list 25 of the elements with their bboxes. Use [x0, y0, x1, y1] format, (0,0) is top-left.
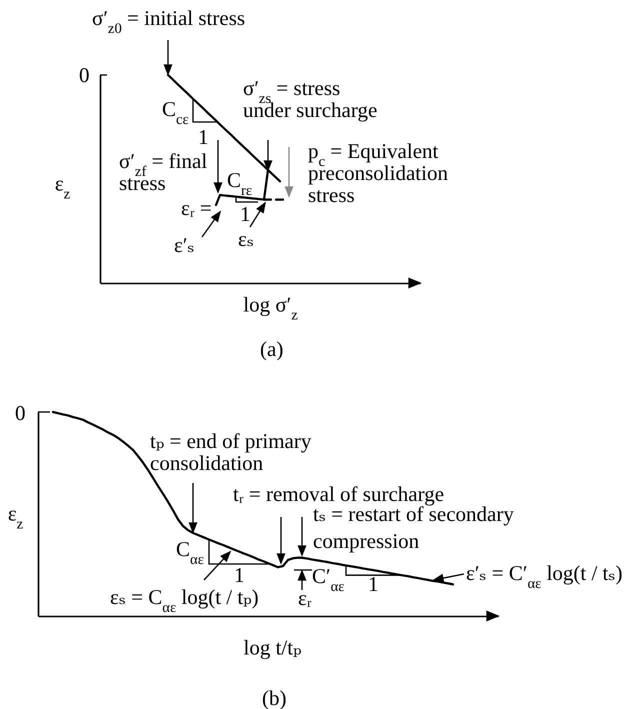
annotation: tₚ = end of primary consolidation	[150, 429, 312, 475]
annotation: C$_{rε}$	[227, 168, 252, 199]
annotation: 1	[198, 125, 208, 149]
text: 0	[79, 63, 90, 87]
annotation: 1	[234, 563, 244, 587]
annotation: C′$_{αε}$	[312, 564, 344, 595]
annotation: ε′ₛ = C′$_{αε}$ log(t / tₛ)	[466, 561, 622, 592]
annotation: σ′$_{zs}$ = stress under surcharge	[243, 76, 378, 122]
text: 0	[15, 401, 26, 425]
annotation: tᵣ = removal of surcharge	[233, 482, 444, 506]
annotation: 1	[240, 202, 250, 226]
annotation: C$_{cε}$	[162, 97, 189, 128]
annotation: p$_{c}$ = Equivalent preconsolidation stress	[308, 139, 448, 207]
annotation: εₛ	[238, 227, 254, 251]
x-axis-title: log σ′$_{z}$	[243, 292, 298, 324]
annotation: εᵣ	[298, 586, 312, 610]
annotation: C$_{αε}$	[176, 537, 204, 568]
annotation: ε′ₛ	[174, 233, 194, 257]
annotation: 1	[368, 572, 378, 596]
annotation: εᵣ =	[181, 196, 212, 220]
y-axis-title: ε$_{z}$	[54, 172, 71, 202]
annotation: εₛ = C$_{αε}$ log(t / tₚ)	[110, 585, 259, 616]
x-axis-title: log t/tₚ	[244, 636, 302, 660]
y-axis-title: ε$_{z}$	[8, 502, 24, 532]
text: σ′$_{z0}$ = initial stress	[92, 6, 246, 37]
